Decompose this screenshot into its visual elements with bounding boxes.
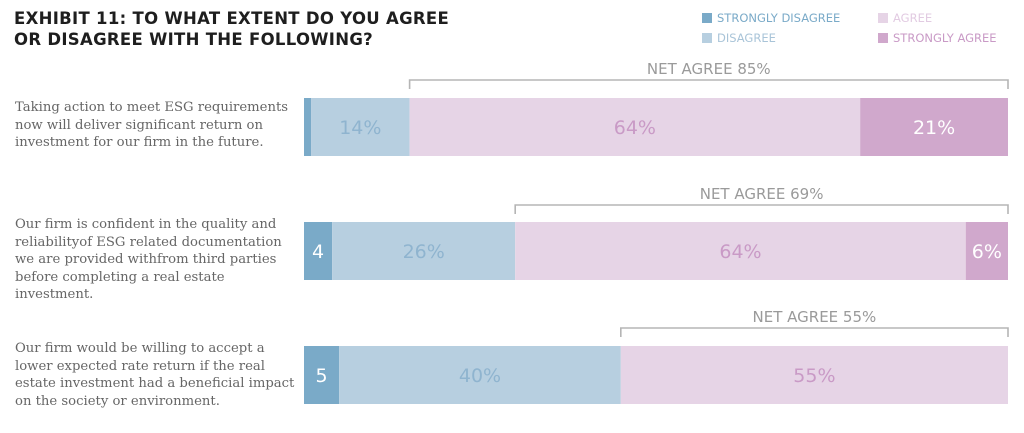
legend-swatch (878, 33, 888, 43)
data-label: 4 (312, 241, 324, 263)
net-agree-label: NET AGREE 55% (753, 308, 877, 326)
legend-item-strongly-disagree: STRONGLY DISAGREE (702, 11, 840, 25)
legend-item-strongly-agree: STRONGLY AGREE (878, 31, 997, 45)
legend-label: DISAGREE (717, 31, 776, 45)
chart-title: EXHIBIT 11: TO WHAT EXTENT DO YOU AGREE … (14, 9, 450, 49)
bar-segment (965, 222, 1008, 280)
bar-segment (304, 346, 340, 404)
legend-swatch (702, 33, 712, 43)
question-label: Our firm is confident in the quality and… (15, 217, 282, 302)
net-agree-label-bg (642, 60, 775, 78)
data-label: 55% (793, 365, 835, 387)
legend-swatch (702, 13, 712, 23)
bar-segment (311, 98, 410, 156)
question-label: Taking action to meet ESG requirements n… (15, 100, 289, 150)
data-label: 21% (913, 117, 955, 139)
legend-label: AGREE (893, 11, 933, 25)
net-agree-bracket (620, 327, 1009, 337)
bar-segment (515, 222, 966, 280)
bar-segment (409, 98, 861, 156)
legend-label: STRONGLY DISAGREE (717, 11, 841, 25)
net-agree-label: NET AGREE 69% (700, 185, 824, 203)
data-label: 64% (614, 117, 656, 139)
bar-segment (332, 222, 516, 280)
bar-segment (304, 222, 333, 280)
net-agree-label-bg (748, 308, 881, 326)
legend-item-disagree: DISAGREE (702, 31, 776, 45)
bar-segment (339, 346, 621, 404)
data-label: 64% (719, 241, 761, 263)
data-label: 14% (339, 117, 381, 139)
data-label: 6% (972, 241, 1002, 263)
legend-item-agree: AGREE (878, 11, 932, 25)
question-label: Our firm would be willing to accept a lo… (15, 341, 295, 409)
net-agree-bracket (514, 204, 1009, 214)
net-agree-label-bg (695, 185, 828, 203)
bar-segment (620, 346, 1008, 404)
net-agree-label: NET AGREE 85% (647, 60, 771, 78)
data-label: 26% (403, 241, 445, 263)
net-agree-bracket (408, 79, 1009, 89)
legend-swatch (878, 13, 888, 23)
data-label: 5 (316, 365, 328, 387)
bar-segment (860, 98, 1008, 156)
bar-segment (304, 98, 312, 156)
data-label: 40% (459, 365, 501, 387)
legend-label: STRONGLY AGREE (893, 31, 997, 45)
